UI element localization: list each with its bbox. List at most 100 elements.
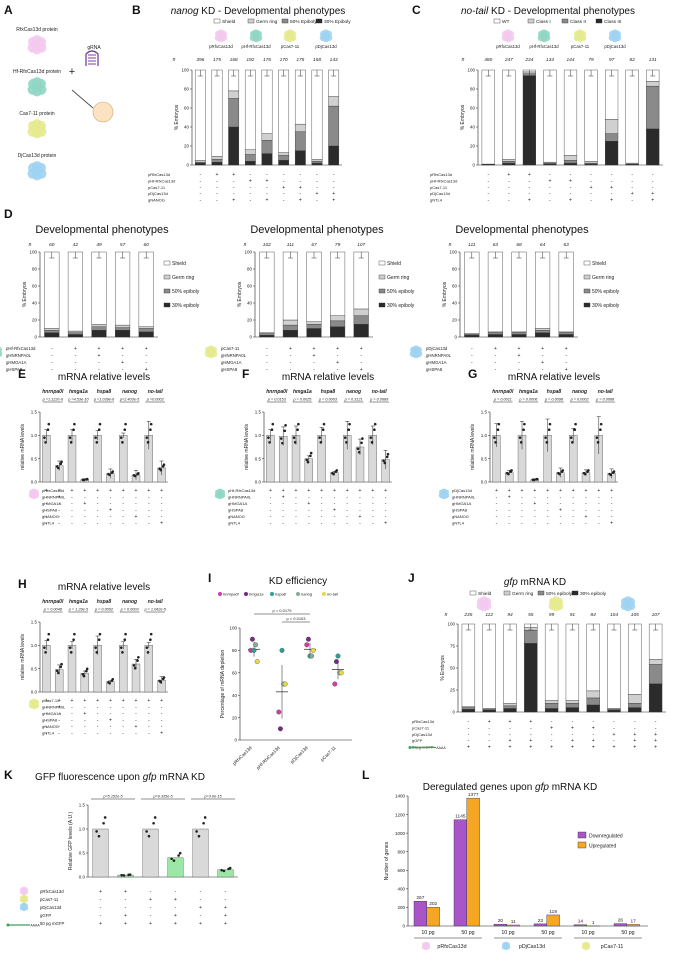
condition-sign: + bbox=[488, 745, 491, 751]
stacked-bar-segment bbox=[278, 152, 290, 156]
condition-sign: - bbox=[333, 178, 335, 184]
condition-sign: + bbox=[384, 521, 387, 527]
protein-blob bbox=[27, 119, 47, 139]
p-value: p = 0.0103 bbox=[286, 616, 306, 621]
data-point bbox=[47, 632, 51, 636]
data-point bbox=[335, 653, 341, 659]
condition-sign: - bbox=[521, 508, 523, 514]
n-label: n bbox=[173, 57, 176, 63]
data-point bbox=[338, 670, 344, 676]
condition-sign: - bbox=[135, 508, 137, 514]
condition-sign: + bbox=[160, 698, 163, 704]
condition-sign: - bbox=[570, 185, 572, 191]
condition-sign: - bbox=[611, 178, 613, 184]
blob-lobe bbox=[552, 603, 560, 612]
y-tick-label: 60 bbox=[184, 106, 190, 111]
condition-sign: - bbox=[46, 501, 48, 507]
condition-sign: - bbox=[521, 514, 523, 520]
n-count: 104 bbox=[610, 612, 618, 618]
condition-row-label: gHMGA1A bbox=[228, 501, 247, 506]
panel-letter: G bbox=[468, 367, 477, 381]
condition-sign: - bbox=[75, 360, 77, 366]
stacked-bar-segment bbox=[211, 159, 223, 163]
legend-label: 50% epiboly bbox=[592, 289, 620, 295]
protein-icon bbox=[19, 902, 29, 912]
y-tick-label: 40 bbox=[470, 125, 476, 130]
n-count: 168 bbox=[230, 57, 238, 63]
data-point bbox=[267, 436, 270, 439]
condition-sign: + bbox=[122, 698, 125, 704]
condition-sign: + bbox=[332, 191, 335, 197]
gene-label: hnrnpa0l bbox=[266, 389, 288, 395]
stacked-bar-segment bbox=[330, 320, 346, 328]
condition-row-label: gNTL4 bbox=[42, 521, 55, 526]
protein-icon bbox=[19, 886, 29, 896]
stacked-bar-segment bbox=[311, 162, 323, 166]
data-point bbox=[82, 674, 86, 678]
n-count: 107 bbox=[357, 242, 365, 248]
y-tick-label: 75 bbox=[450, 644, 456, 649]
stacked-bar-segment bbox=[648, 683, 663, 713]
condition-sign: - bbox=[125, 905, 127, 911]
data-label: 20 bbox=[498, 918, 504, 924]
stacked-bar-segment bbox=[278, 155, 290, 161]
protein-blob bbox=[249, 29, 263, 43]
condition-sign: - bbox=[385, 508, 387, 514]
condition-sign: - bbox=[611, 172, 613, 178]
y-tick-label: 60 bbox=[470, 106, 476, 111]
panel-letter: I bbox=[208, 571, 211, 585]
condition-sign: + bbox=[360, 346, 363, 352]
y-tick-label: 20 bbox=[32, 318, 38, 323]
data-point bbox=[69, 651, 73, 654]
stacked-bar-segment bbox=[558, 251, 574, 333]
stacked-bar-segment bbox=[138, 331, 154, 338]
data-label: 1377 bbox=[468, 792, 479, 798]
condition-sign: - bbox=[266, 172, 268, 178]
data-point bbox=[345, 441, 348, 444]
y-tick-label: 0 bbox=[186, 163, 189, 168]
panel-letter: H bbox=[18, 577, 27, 591]
n-count: 79 bbox=[588, 57, 594, 63]
data-label: 14 bbox=[578, 919, 584, 925]
data-point bbox=[220, 868, 223, 872]
stacked-bar-segment bbox=[228, 126, 240, 166]
condition-sign: + bbox=[509, 719, 512, 725]
data-point bbox=[609, 473, 613, 477]
protein-blob bbox=[27, 161, 47, 181]
n-count: 64 bbox=[540, 242, 546, 248]
data-point bbox=[195, 830, 198, 833]
condition-sign: + bbox=[488, 719, 491, 725]
blob-lobe bbox=[441, 493, 447, 500]
condition-sign: - bbox=[122, 508, 124, 514]
condition-row-label: gHSPA8 bbox=[228, 508, 244, 513]
condition-sign: - bbox=[471, 353, 473, 359]
blob-lobe bbox=[31, 488, 37, 494]
data-point bbox=[94, 436, 97, 439]
gene-label: no-tail bbox=[148, 389, 164, 395]
data-point bbox=[544, 436, 547, 439]
stacked-bar-segment bbox=[228, 98, 240, 128]
protein-icon bbox=[438, 488, 450, 500]
protein-blob bbox=[501, 29, 515, 43]
stacked-bar-segment bbox=[535, 328, 551, 331]
y-tick-label: 1.5 bbox=[481, 410, 488, 415]
data-point bbox=[108, 473, 111, 477]
condition-sign: - bbox=[316, 172, 318, 178]
stacked-bar-segment bbox=[211, 69, 223, 157]
condition-sign: - bbox=[598, 521, 600, 527]
data-point bbox=[119, 646, 123, 649]
legend-label: Shield bbox=[478, 591, 492, 597]
n-count: 63 bbox=[493, 242, 499, 248]
condition-sign: + bbox=[384, 488, 387, 494]
condition-sign: + bbox=[135, 698, 138, 704]
panel-letter: D bbox=[4, 207, 13, 221]
stacked-bar-segment bbox=[482, 623, 496, 709]
y-tick-label: 80 bbox=[452, 267, 458, 272]
condition-sign: - bbox=[161, 514, 163, 520]
condition-sign: + bbox=[592, 725, 595, 731]
stacked-bar-segment bbox=[311, 159, 323, 162]
legend-label: Shield bbox=[387, 261, 401, 267]
p-value: p = 0.0006 bbox=[518, 398, 538, 402]
legend-label: Shield bbox=[222, 19, 236, 25]
y-tick-label: 1400 bbox=[395, 794, 406, 799]
